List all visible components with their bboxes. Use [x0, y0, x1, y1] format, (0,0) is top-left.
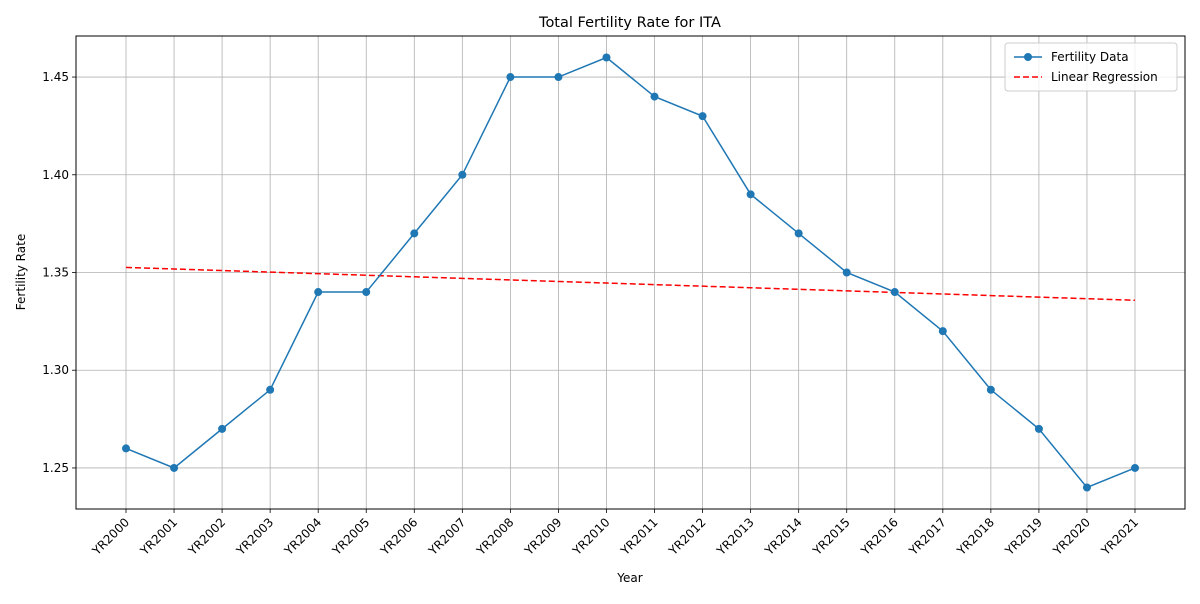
x-tick-label: YR2015	[810, 515, 853, 558]
grid-layer	[76, 36, 1185, 509]
data-point	[266, 385, 275, 394]
y-axis-label: Fertility Rate	[14, 234, 28, 310]
data-point	[218, 424, 227, 433]
data-point	[362, 288, 371, 297]
data-point	[938, 327, 947, 336]
x-tick-label: YR2005	[329, 515, 372, 558]
x-tick-label: YR2009	[521, 515, 564, 558]
data-point	[122, 444, 130, 453]
data-point	[890, 288, 899, 297]
series-layer	[122, 53, 1139, 492]
chart-title: Total Fertility Rate for ITA	[538, 15, 721, 31]
data-point	[506, 73, 515, 82]
data-point	[602, 53, 611, 62]
data-point	[698, 112, 707, 121]
x-tick-label: YR2008	[473, 515, 516, 558]
data-point	[1131, 463, 1139, 472]
x-tick-label: YR2006	[377, 515, 420, 558]
legend-label: Linear Regression	[1051, 70, 1158, 84]
x-tick-label: YR2004	[281, 515, 324, 558]
data-point	[314, 288, 323, 297]
x-tick-label: YR2014	[761, 515, 804, 558]
y-tick-label: 1.25	[42, 461, 69, 475]
legend-swatch-marker	[1024, 53, 1032, 61]
x-axis-label: Year	[616, 571, 642, 585]
data-point	[842, 268, 851, 277]
x-tick-label: YR2016	[858, 515, 901, 558]
data-point	[1034, 424, 1043, 433]
regression-line	[125, 266, 1136, 302]
x-tick-label: YR2021	[1098, 515, 1141, 558]
data-point	[794, 229, 803, 238]
x-tick-label: YR2007	[425, 515, 468, 558]
x-tick-label: YR2001	[137, 515, 180, 558]
regression-layer	[125, 266, 1136, 302]
x-tick-label: YR2019	[1002, 515, 1045, 558]
x-tick-label: YR2011	[617, 515, 660, 558]
x-tick-label: YR2017	[906, 515, 949, 558]
data-point	[170, 463, 179, 472]
data-point	[554, 73, 563, 82]
x-tick-label: YR2000	[89, 515, 132, 558]
x-tick-label: YR2012	[665, 515, 708, 558]
x-tick-label: YR2010	[569, 515, 612, 558]
x-tick-label: YR2003	[233, 515, 276, 558]
y-tick-label: 1.35	[42, 266, 69, 280]
y-axis: 1.25 1.30 1.35 1.40 1.45	[42, 70, 76, 475]
data-point	[650, 92, 659, 101]
fertility-line	[125, 56, 1136, 489]
x-tick-label: YR2018	[954, 515, 997, 558]
y-tick-label: 1.45	[42, 70, 69, 84]
legend: Fertility Data Linear Regression	[1004, 42, 1178, 92]
x-tick-label: YR2020	[1050, 515, 1093, 558]
data-point	[410, 229, 419, 238]
legend-box	[1004, 42, 1178, 92]
legend-label: Fertility Data	[1051, 50, 1129, 64]
y-tick-label: 1.40	[42, 168, 69, 182]
data-point	[986, 385, 995, 394]
data-point	[458, 170, 467, 179]
x-tick-label: YR2013	[713, 515, 756, 558]
x-axis: YR2000 YR2001 YR2002 YR2003 YR2004 YR2005 YR20…	[89, 509, 1141, 559]
data-point	[1082, 483, 1091, 492]
x-tick-label: YR2002	[185, 515, 228, 558]
y-tick-label: 1.30	[42, 363, 69, 377]
data-point	[746, 190, 755, 199]
